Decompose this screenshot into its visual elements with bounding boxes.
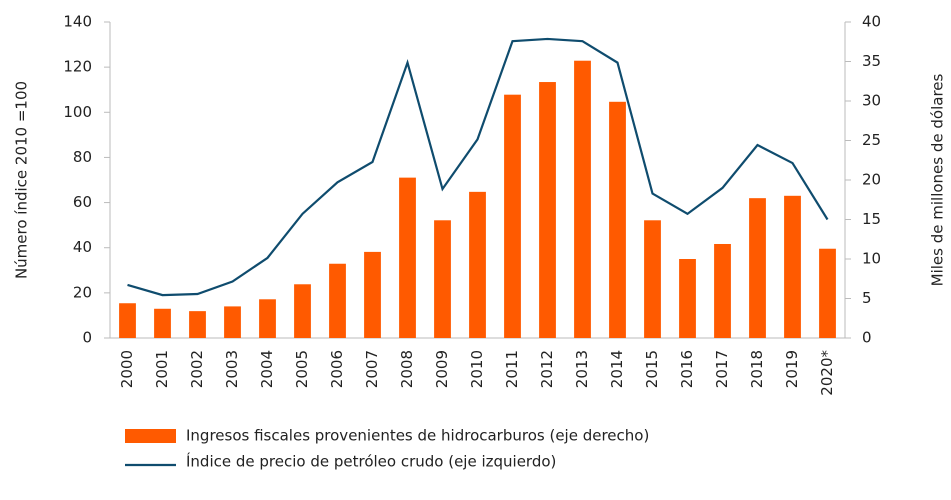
y2-tick-label: 0 [862, 329, 872, 347]
x-tick-label: 2015 [643, 350, 661, 388]
bar [294, 284, 311, 338]
y2-tick-label: 20 [862, 171, 881, 189]
x-tick-label: 2006 [328, 350, 346, 388]
y2-tick-label: 30 [862, 92, 881, 110]
y-tick-label: 0 [82, 329, 92, 347]
x-tick-label: 2001 [153, 350, 171, 388]
x-tick-label: 2008 [398, 350, 416, 388]
bar [434, 220, 451, 338]
bar [819, 248, 836, 338]
bar [154, 308, 171, 338]
y-tick-label: 80 [73, 148, 92, 166]
x-tick-label: 2016 [678, 350, 696, 388]
y-tick-label: 120 [63, 58, 92, 76]
x-tick-label: 2004 [258, 350, 276, 388]
y2-axis-title: Miles de millones de dólares [929, 73, 947, 286]
x-tick-label: 2013 [573, 350, 591, 388]
y2-tick-label: 15 [862, 210, 881, 228]
y2-tick-label: 40 [862, 13, 881, 31]
bar [119, 303, 136, 338]
x-tick-label: 2000 [118, 350, 136, 388]
bar [469, 191, 486, 338]
line [127, 37, 829, 297]
x-tick-label: 2020* [818, 350, 836, 396]
legend-label: Ingresos fiscales provenientes de hidroc… [186, 427, 649, 445]
bar [644, 220, 661, 338]
bar [189, 311, 206, 338]
x-tick-label: 2012 [538, 350, 556, 388]
y-tick-label: 60 [73, 193, 92, 211]
y2-tick-label: 35 [862, 52, 881, 70]
x-tick-label: 2014 [608, 350, 626, 388]
bar [224, 306, 241, 338]
x-tick-label: 2002 [188, 350, 206, 388]
legend-label: Índice de precio de petróleo crudo (eje … [186, 452, 556, 471]
y-tick-label: 100 [63, 103, 92, 121]
x-tick-label: 2005 [293, 350, 311, 388]
y-tick-label: 20 [73, 283, 92, 301]
bar [399, 177, 416, 338]
bar [539, 82, 556, 338]
bar [504, 94, 521, 339]
bar [329, 263, 346, 338]
bar [714, 243, 731, 338]
y-axis-title: Número índice 2010 =100 [13, 81, 31, 279]
x-tick-label: 2003 [223, 350, 241, 388]
bar [749, 198, 766, 338]
bar [259, 299, 276, 338]
y-tick-label: 40 [73, 238, 92, 256]
bar [609, 101, 626, 338]
x-tick-label: 2010 [468, 350, 486, 388]
legend-swatch [125, 429, 176, 443]
x-tick-label: 2011 [503, 350, 521, 388]
x-tick-label: 2019 [783, 350, 801, 388]
bar [574, 60, 591, 339]
y2-tick-label: 10 [862, 250, 881, 268]
bar [679, 259, 696, 338]
y-tick-label: 140 [63, 13, 92, 31]
bar [784, 195, 801, 338]
y2-tick-label: 25 [862, 131, 881, 149]
y2-tick-label: 5 [862, 289, 872, 307]
x-tick-label: 2018 [748, 350, 766, 388]
x-tick-label: 2017 [713, 350, 731, 388]
bar [364, 251, 381, 338]
x-tick-label: 2007 [363, 350, 381, 388]
x-tick-label: 2009 [433, 350, 451, 388]
